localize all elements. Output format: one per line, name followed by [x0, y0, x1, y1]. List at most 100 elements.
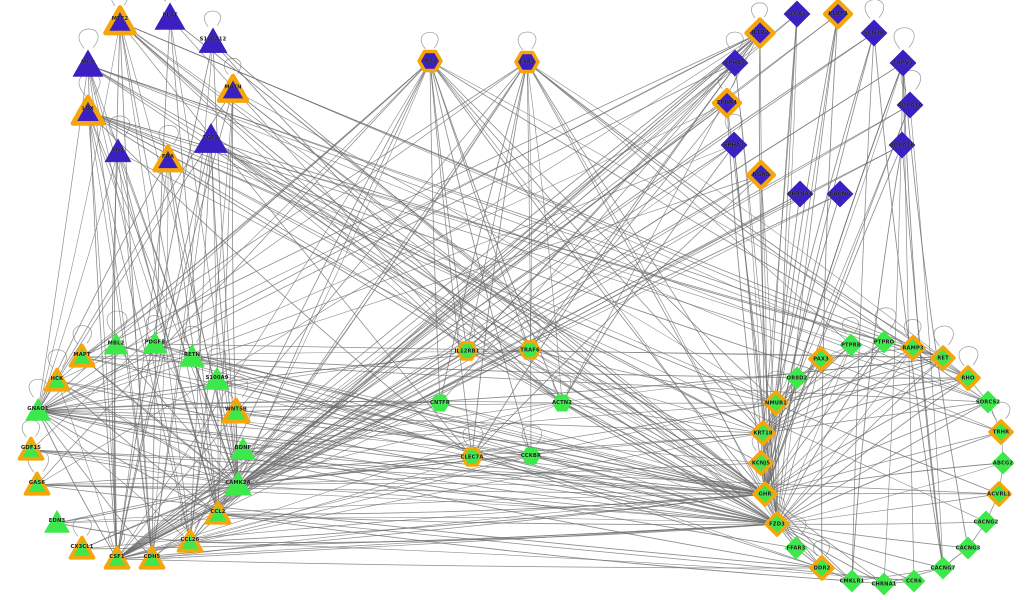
graph-node-cntfr[interactable]: CNTFR — [427, 390, 453, 416]
graph-node-cacng7[interactable]: CACNG7 — [928, 553, 957, 582]
graph-node-ddr2[interactable]: DDR2 — [804, 550, 839, 585]
node-shape-diamond[interactable] — [872, 572, 896, 596]
node-shape-diamond[interactable] — [860, 19, 888, 47]
graph-node-trpv1[interactable]: TRPV1 — [886, 46, 919, 79]
node-shape-diamond[interactable] — [930, 345, 956, 371]
node-shape-diamond[interactable] — [955, 365, 981, 391]
node-shape-diamond[interactable] — [826, 180, 854, 208]
graph-node-ccl26[interactable]: CCL26 — [172, 524, 208, 560]
graph-node-fra[interactable]: FRA — [147, 139, 189, 181]
node-shape-triangle[interactable] — [194, 123, 228, 153]
graph-node-trhr[interactable]: TRHR — [983, 414, 1018, 449]
node-shape-diamond[interactable] — [745, 159, 777, 191]
graph-node-hck[interactable]: HCK — [39, 363, 75, 399]
graph-node-cx3cl1[interactable]: CX3CL1 — [64, 531, 100, 567]
node-shape-hexagon[interactable] — [518, 340, 542, 360]
node-shape-triangle[interactable] — [176, 528, 204, 553]
node-shape-diamond[interactable] — [721, 49, 749, 77]
node-shape-hexagon[interactable] — [521, 447, 541, 465]
node-shape-diamond[interactable] — [809, 555, 835, 581]
node-shape-triangle[interactable] — [179, 344, 205, 367]
node-shape-triangle[interactable] — [23, 471, 51, 496]
graph-node-gdf15[interactable]: GDF15 — [13, 432, 49, 468]
node-shape-diamond[interactable] — [784, 536, 808, 560]
graph-node-pdgfb[interactable]: PDGFB — [139, 328, 170, 359]
graph-node-chrna4[interactable]: CHRNA4 — [783, 177, 816, 210]
graph-node-mbl2[interactable]: MBL2 — [100, 329, 131, 360]
graph-node-irs1[interactable]: IRS1 — [412, 43, 447, 78]
node-shape-triangle[interactable] — [224, 471, 252, 496]
node-shape-diamond[interactable] — [720, 131, 748, 159]
node-shape-diamond[interactable] — [986, 481, 1012, 507]
graph-node-cacng[interactable]: CACNG — [823, 177, 856, 210]
graph-node-cdh5[interactable]: CDH5 — [134, 541, 170, 577]
node-shape-triangle[interactable] — [72, 49, 104, 77]
node-shape-triangle[interactable] — [204, 500, 232, 525]
graph-node-ngas[interactable]: NGAS — [741, 155, 781, 195]
graph-node-esr2[interactable]: ESR2 — [509, 44, 544, 79]
graph-node-tgfb[interactable]: TGFB — [191, 120, 231, 160]
graph-node-epha4[interactable]: EPHA4 — [707, 83, 747, 123]
graph-node-matn[interactable]: MATN — [212, 69, 255, 112]
graph-node-chrna1[interactable]: CHRNA1 — [869, 569, 898, 598]
graph-node-s100a9[interactable]: S100A9 — [201, 364, 233, 396]
node-shape-diamond[interactable] — [931, 556, 955, 580]
node-shape-triangle[interactable] — [152, 144, 184, 173]
node-shape-diamond[interactable] — [896, 91, 924, 119]
node-shape-triangle[interactable] — [138, 545, 166, 570]
graph-node-adra1b[interactable]: ADRA1B — [885, 128, 918, 161]
graph-node-ccr6[interactable]: CCR6 — [899, 566, 928, 595]
graph-node-gnao1[interactable]: GNAO1 — [22, 395, 54, 427]
node-shape-diamond[interactable] — [822, 0, 854, 30]
graph-node-adra1a[interactable]: ADRA1A — [893, 88, 926, 121]
node-shape-diamond[interactable] — [750, 420, 776, 446]
node-shape-triangle[interactable] — [70, 94, 106, 126]
graph-node-sorcs2[interactable]: SORCS2 — [973, 387, 1002, 416]
graph-node-actn2[interactable]: ACTN2 — [549, 390, 575, 416]
node-shape-diamond[interactable] — [783, 0, 811, 28]
node-shape-diamond[interactable] — [764, 511, 790, 537]
graph-node-scn3b[interactable]: SCN3B — [857, 16, 890, 49]
graph-node-plat[interactable]: PLAT — [151, 0, 188, 37]
node-shape-triangle[interactable] — [68, 535, 96, 560]
graph-node-gas6[interactable]: GAS6 — [19, 467, 55, 503]
node-shape-diamond[interactable] — [808, 346, 834, 372]
node-shape-hexagon[interactable] — [455, 341, 479, 361]
node-shape-diamond[interactable] — [744, 17, 776, 49]
node-shape-diamond[interactable] — [786, 180, 814, 208]
node-shape-diamond[interactable] — [988, 419, 1014, 445]
node-shape-hexagon[interactable] — [460, 447, 484, 467]
node-shape-diamond[interactable] — [711, 87, 743, 119]
node-shape-diamond[interactable] — [763, 390, 789, 416]
node-shape-diamond[interactable] — [752, 481, 778, 507]
node-shape-triangle[interactable] — [230, 437, 256, 460]
node-shape-triangle[interactable] — [68, 343, 96, 368]
node-shape-triangle[interactable] — [103, 545, 131, 570]
graph-node-cacng3[interactable]: CACNG3 — [953, 533, 982, 562]
graph-node-epha5[interactable]: EPHA5 — [718, 46, 751, 79]
graph-node-abcg2[interactable]: ABCG2 — [988, 448, 1017, 477]
node-shape-hexagon[interactable] — [552, 394, 572, 412]
graph-node-klrf2[interactable]: KLRF2 — [818, 0, 858, 34]
node-shape-triangle[interactable] — [25, 398, 51, 421]
node-shape-diamond[interactable] — [888, 131, 916, 159]
node-shape-diamond[interactable] — [956, 536, 980, 560]
graph-node-wnt5b[interactable]: WNT5B — [217, 393, 256, 432]
graph-node-bdnf[interactable]: BDNF — [227, 434, 259, 466]
graph-node-acvrl1[interactable]: ACVRL1 — [981, 476, 1016, 511]
node-shape-diamond[interactable] — [976, 390, 1000, 414]
graph-node-cacng2[interactable]: CACNG2 — [971, 507, 1000, 536]
graph-node-s100a12[interactable]: S100A12 — [195, 24, 230, 59]
node-shape-triangle[interactable] — [104, 138, 132, 163]
node-shape-triangle[interactable] — [154, 2, 186, 30]
graph-node-ptpro[interactable]: PTPRO — [869, 327, 898, 356]
node-shape-hexagon[interactable] — [417, 49, 443, 73]
node-shape-diamond[interactable] — [840, 569, 864, 593]
node-shape-triangle[interactable] — [221, 397, 251, 424]
node-shape-diamond[interactable] — [974, 510, 998, 534]
graph-node-itga5[interactable]: ITGA5 — [780, 0, 813, 31]
node-shape-diamond[interactable] — [900, 335, 926, 361]
graph-node-ptprb[interactable]: PTPRB — [836, 330, 865, 359]
node-shape-diamond[interactable] — [902, 569, 926, 593]
